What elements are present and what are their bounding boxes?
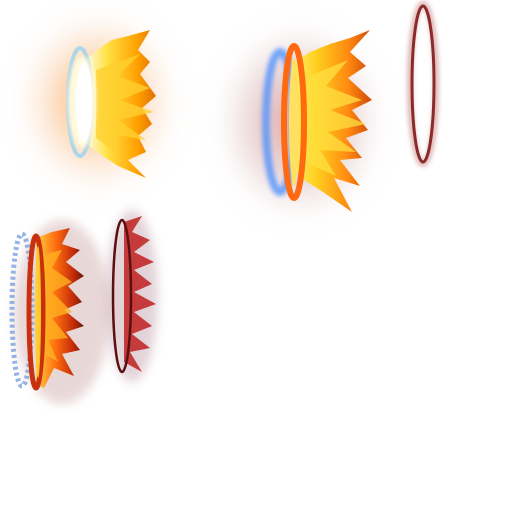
burst-frame-1 — [18, 10, 178, 194]
flame-spikes — [124, 216, 156, 372]
fire-ring — [281, 43, 307, 201]
flame-spikes — [96, 54, 154, 156]
flame-spikes — [38, 250, 72, 362]
glow-halo — [407, 1, 439, 167]
burst-frame-5 — [106, 210, 158, 382]
core-flash — [35, 246, 41, 378]
burst-frame-2 — [216, 22, 384, 222]
shock-ring — [9, 231, 35, 389]
fire-ring — [26, 233, 46, 391]
burst-frame-3 — [407, 1, 439, 167]
core-flash — [289, 58, 299, 186]
shock-ring — [410, 4, 436, 164]
flame-spikes — [300, 60, 366, 176]
shock-ring — [111, 218, 133, 374]
burst-frame-4 — [9, 220, 110, 404]
core-center — [76, 62, 92, 142]
